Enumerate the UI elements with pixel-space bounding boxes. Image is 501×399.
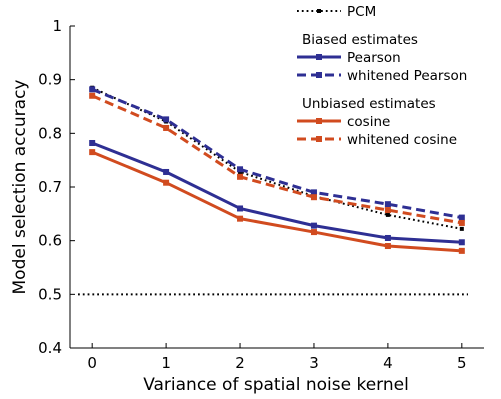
y-tick-label: 1 bbox=[52, 17, 62, 35]
data-point-whitened-pearson bbox=[163, 116, 170, 123]
ticks: 0 1 2 3 4 5 0.4 0.5 0.6 0.7 0.8 0.9 1 bbox=[38, 17, 466, 372]
y-tick-label: 0.4 bbox=[38, 339, 62, 357]
legend-heading: Unbiased estimates bbox=[302, 96, 436, 112]
data-point-cosine bbox=[310, 229, 317, 236]
series-whitened-cosine bbox=[89, 92, 465, 226]
x-tick-label: 5 bbox=[457, 354, 467, 372]
y-tick-label: 0.6 bbox=[38, 232, 62, 250]
data-point-whitened-pearson bbox=[237, 166, 244, 173]
legend-marker-whitened-pearson bbox=[316, 72, 322, 78]
data-point-whitened-cosine bbox=[89, 92, 96, 99]
legend-marker-whitened-cosine bbox=[316, 136, 322, 142]
legend-label-pcm: PCM bbox=[347, 4, 376, 20]
series-line-whitened-cosine bbox=[91, 94, 463, 225]
data-point-whitened-pearson bbox=[310, 189, 317, 196]
data-point-whitened-cosine bbox=[163, 124, 170, 131]
legend: PCM Biased estimates Pearson whitened Pears… bbox=[297, 4, 467, 148]
legend-marker-cosine bbox=[316, 118, 322, 124]
y-tick-label: 0.9 bbox=[38, 71, 62, 89]
data-point-whitened-cosine bbox=[310, 194, 317, 201]
legend-label-cosine: cosine bbox=[347, 114, 390, 130]
series-line-cosine bbox=[91, 150, 462, 253]
data-point-pearson bbox=[237, 205, 244, 212]
x-tick-label: 4 bbox=[383, 354, 393, 372]
series-line-pearson bbox=[91, 141, 462, 244]
legend-marker-pearson bbox=[316, 54, 322, 60]
y-tick-label: 0.5 bbox=[38, 285, 62, 303]
data-point-cosine bbox=[458, 247, 465, 254]
y-tick-label: 0.7 bbox=[38, 178, 62, 196]
legend-label-pearson: Pearson bbox=[347, 50, 401, 66]
series-cosine bbox=[89, 149, 465, 254]
data-point-pearson bbox=[89, 139, 96, 146]
legend-marker-pcm bbox=[317, 9, 321, 13]
data-point-cosine bbox=[384, 243, 391, 250]
data-point-pcm bbox=[385, 212, 390, 217]
y-axis-label: Model selection accuracy bbox=[10, 80, 30, 295]
series-line-pcm bbox=[91, 86, 463, 230]
x-axis-label: Variance of spatial noise kernel bbox=[143, 375, 409, 395]
legend-heading: Biased estimates bbox=[302, 32, 418, 48]
data-point-whitened-pearson bbox=[458, 214, 465, 221]
series-whitened-pearson bbox=[89, 86, 465, 221]
legend-label-whitened-cosine: whitened cosine bbox=[347, 132, 457, 148]
data-point-pcm bbox=[459, 226, 464, 231]
data-point-pearson bbox=[384, 234, 391, 241]
data-point-cosine bbox=[89, 149, 96, 156]
x-tick-label: 0 bbox=[87, 354, 97, 372]
y-tick-label: 0.8 bbox=[38, 124, 62, 142]
data-point-pearson bbox=[458, 239, 465, 246]
data-point-whitened-cosine bbox=[384, 207, 391, 214]
x-tick-label: 3 bbox=[309, 354, 319, 372]
data-point-whitened-cosine bbox=[458, 219, 465, 226]
data-point-whitened-cosine bbox=[237, 173, 244, 180]
data-point-cosine bbox=[163, 179, 170, 186]
data-point-whitened-pearson bbox=[89, 86, 96, 93]
x-tick-label: 1 bbox=[161, 354, 171, 372]
legend-label-whitened-pearson: whitened Pearson bbox=[347, 68, 467, 84]
data-point-cosine bbox=[237, 215, 244, 222]
data-point-whitened-pearson bbox=[384, 201, 391, 208]
series-pearson bbox=[89, 139, 465, 246]
series-layer bbox=[89, 85, 465, 254]
x-tick-label: 2 bbox=[235, 354, 245, 372]
data-point-pearson bbox=[163, 168, 170, 175]
data-point-pearson bbox=[310, 222, 317, 229]
